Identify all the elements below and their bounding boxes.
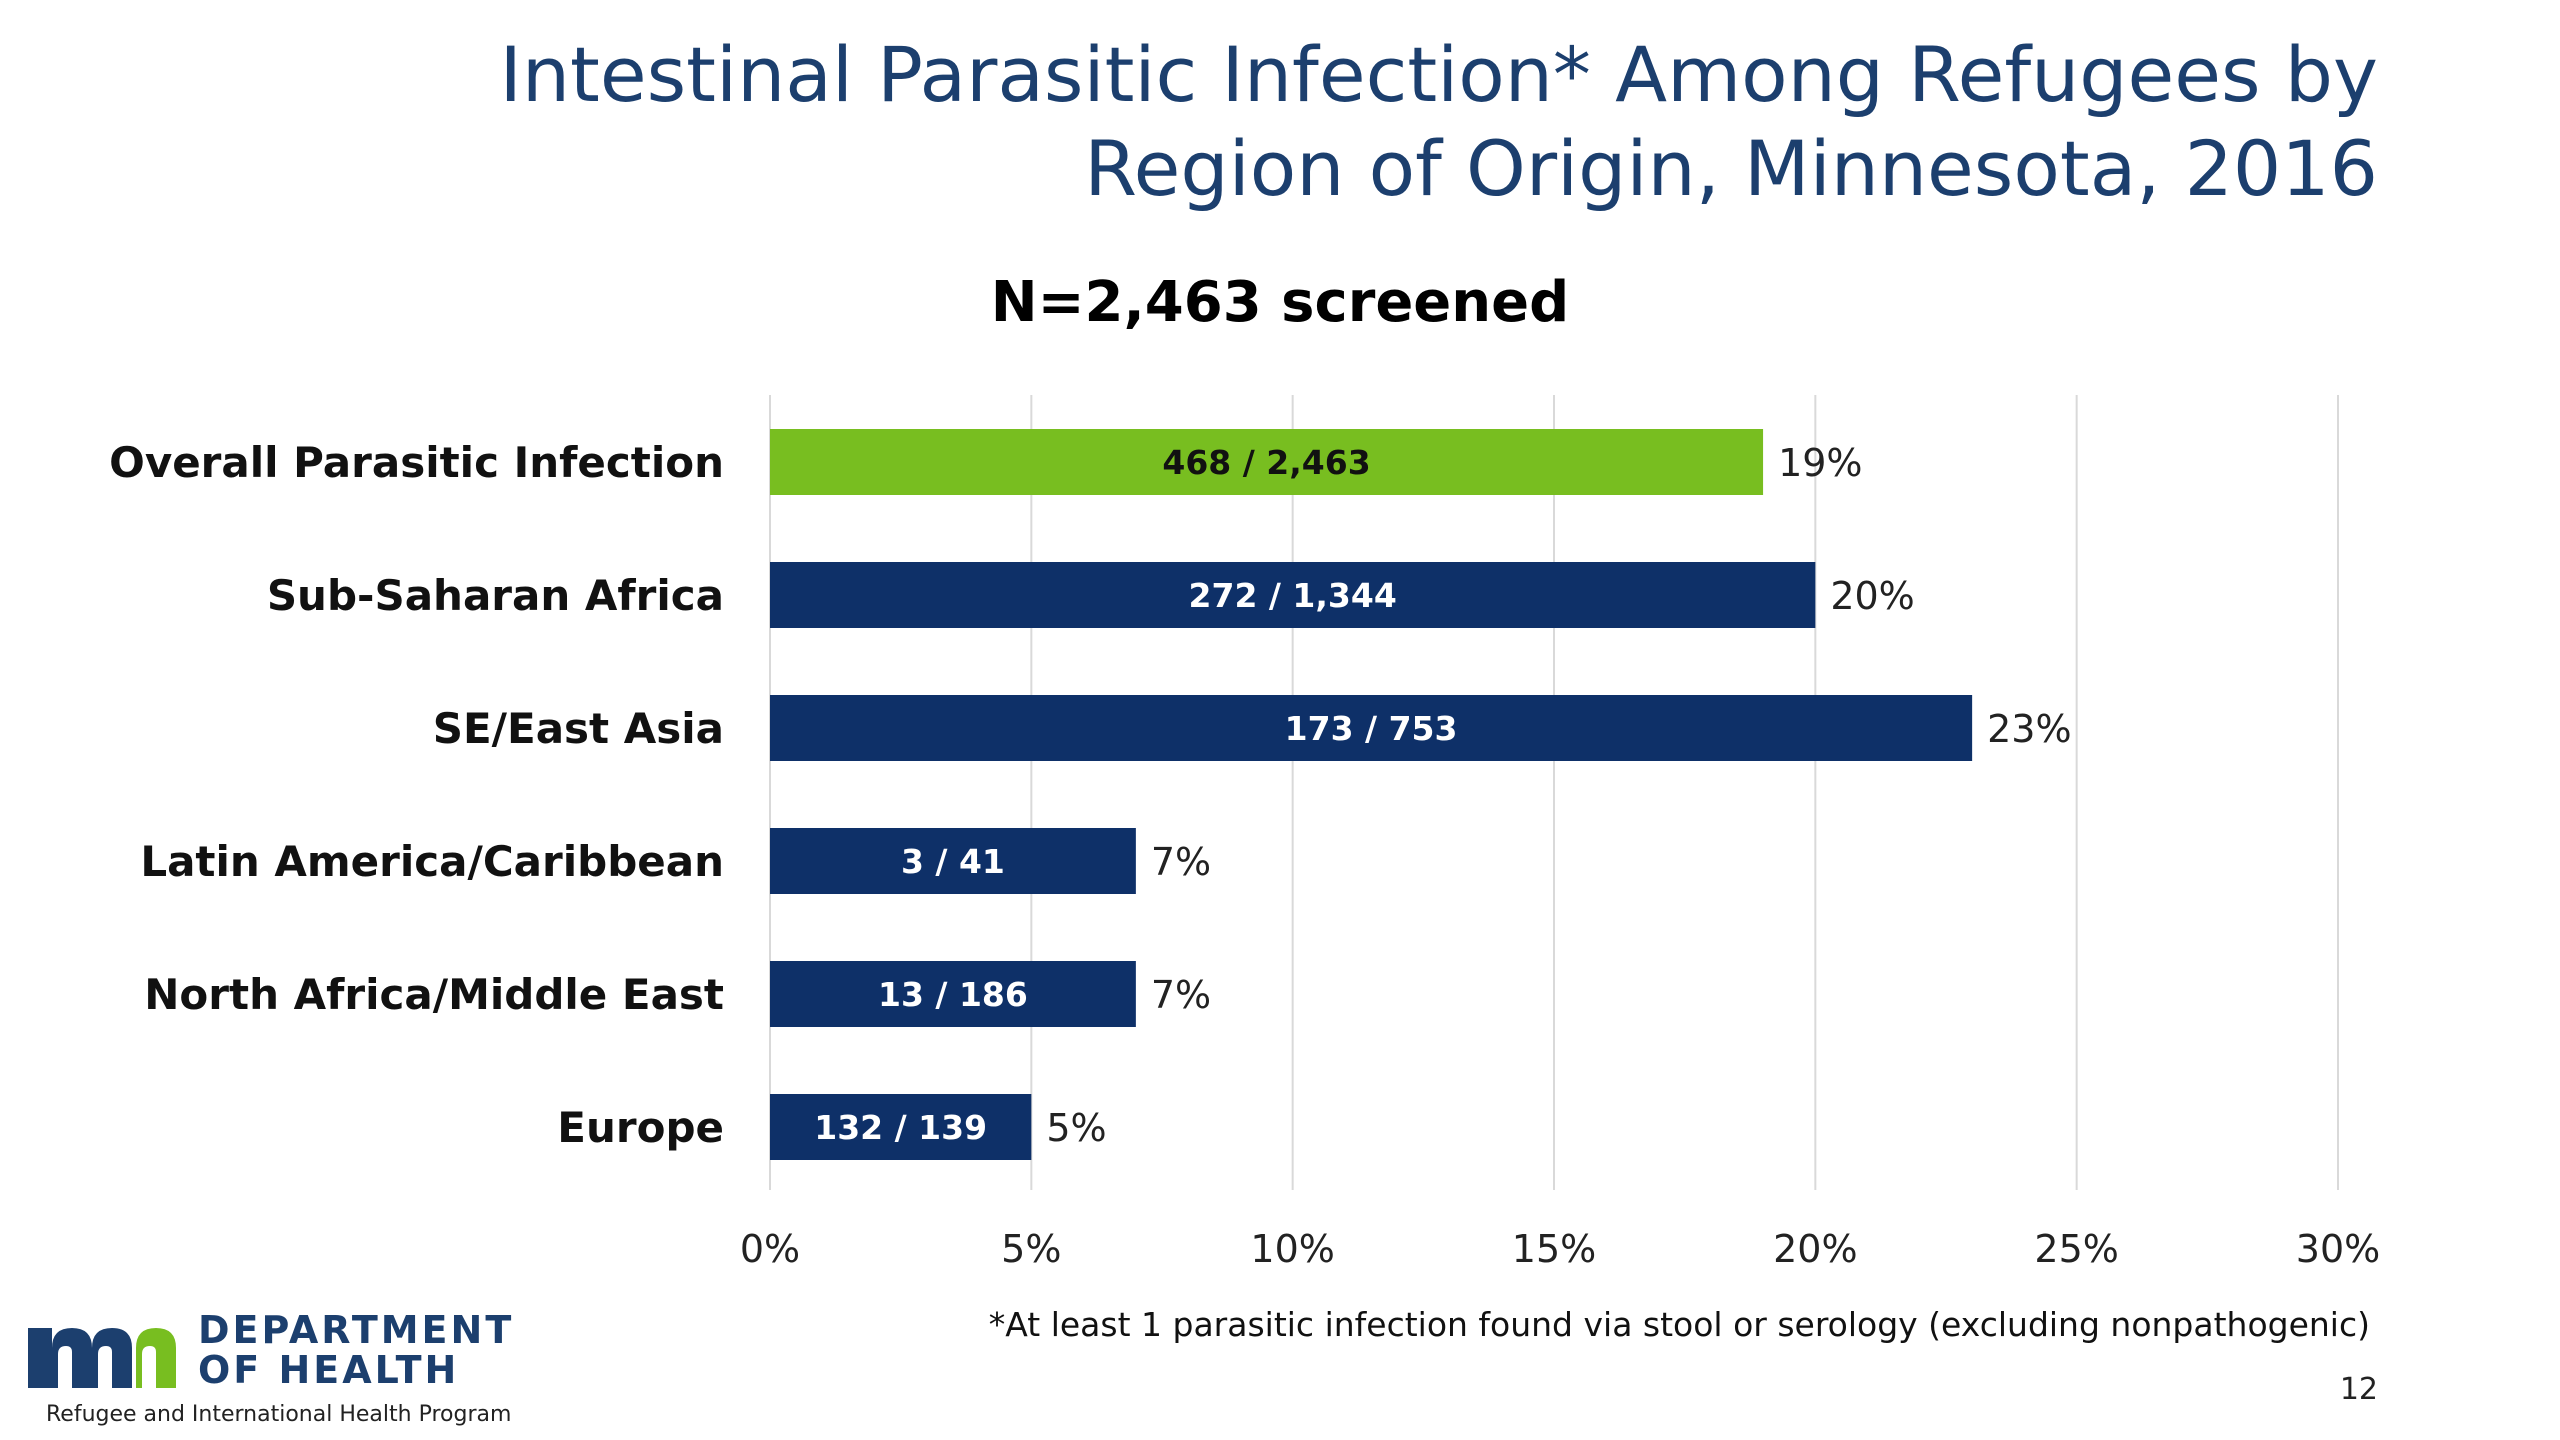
chart-subtitle: N=2,463 screened bbox=[990, 270, 1570, 335]
data-label: 7% bbox=[1151, 973, 1211, 1017]
x-tick-label: 15% bbox=[1512, 1227, 1596, 1271]
category-label: SE/East Asia bbox=[433, 704, 724, 753]
bar-count-label: 272 / 1,344 bbox=[1189, 576, 1397, 615]
x-tick-label: 20% bbox=[1773, 1227, 1857, 1271]
bar-count-label: 173 / 753 bbox=[1285, 709, 1458, 748]
bar bbox=[770, 961, 1136, 1027]
data-label: 7% bbox=[1151, 840, 1211, 884]
bar-chart: 468 / 2,463 19% 272 / 1,344 20% 173 / 753 23%… bbox=[109, 395, 2380, 1271]
bars: 468 / 2,463 19% 272 / 1,344 20% 173 / 753 23%… bbox=[770, 429, 2072, 1160]
gridlines bbox=[769, 395, 2339, 1190]
category-label: North Africa/Middle East bbox=[144, 970, 724, 1019]
bar bbox=[770, 562, 1816, 628]
bar bbox=[770, 695, 1973, 761]
x-tick-label: 25% bbox=[2034, 1227, 2118, 1271]
x-tick-label: 5% bbox=[1001, 1227, 1061, 1271]
bar-count-label: 468 / 2,463 bbox=[1162, 443, 1370, 482]
bar-count-label: 13 / 186 bbox=[878, 975, 1028, 1014]
x-tick-label: 0% bbox=[740, 1227, 800, 1271]
category-labels: Overall Parasitic Infection Sub-Saharan A… bbox=[109, 438, 724, 1152]
x-tick-label: 10% bbox=[1250, 1227, 1334, 1271]
bar-count-label: 132 / 139 bbox=[814, 1108, 987, 1147]
bar-count-label: 3 / 41 bbox=[901, 842, 1005, 881]
mn-logo-icon bbox=[28, 1328, 176, 1388]
bar bbox=[770, 828, 1136, 894]
data-label: 19% bbox=[1778, 441, 1862, 485]
data-label: 20% bbox=[1830, 574, 1914, 618]
chart-title: Intestinal Parasitic Infection* Among Re… bbox=[499, 30, 2378, 213]
data-label: 5% bbox=[1046, 1106, 1106, 1150]
category-label: Sub-Saharan Africa bbox=[267, 571, 724, 620]
program-name: Refugee and International Health Program bbox=[46, 1402, 512, 1427]
data-label: 23% bbox=[1987, 707, 2071, 751]
mdh-logo: DEPARTMENT OF HEALTH bbox=[28, 1310, 511, 1430]
bar bbox=[770, 429, 1764, 495]
logo-health-text: OF HEALTH bbox=[198, 1348, 460, 1392]
bar bbox=[770, 1094, 1032, 1160]
category-label: Overall Parasitic Infection bbox=[109, 438, 724, 487]
logo-department-text: DEPARTMENT bbox=[198, 1308, 515, 1352]
category-label: Europe bbox=[557, 1103, 724, 1152]
footnote: *At least 1 parasitic infection found vi… bbox=[988, 1305, 2370, 1344]
category-label: Latin America/Caribbean bbox=[140, 837, 724, 886]
page-number: 12 bbox=[2339, 1372, 2378, 1407]
x-tick-label: 30% bbox=[2296, 1227, 2380, 1271]
x-axis-ticks: 0% 5% 10% 15% 20% 25% 30% bbox=[740, 1227, 2380, 1271]
